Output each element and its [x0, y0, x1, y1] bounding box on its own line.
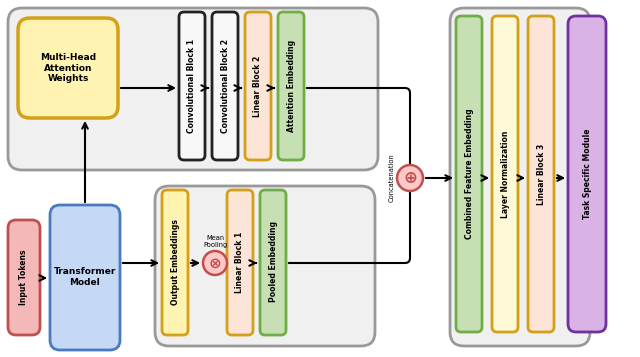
Text: Concatenation: Concatenation [389, 154, 395, 202]
FancyBboxPatch shape [450, 8, 590, 346]
Text: Layer Normalization: Layer Normalization [500, 130, 509, 218]
Circle shape [397, 165, 423, 191]
FancyBboxPatch shape [568, 16, 606, 332]
Text: Combined Feature Embedding: Combined Feature Embedding [465, 109, 474, 239]
FancyBboxPatch shape [18, 18, 118, 118]
FancyBboxPatch shape [155, 186, 375, 346]
Text: Convolutional Block 1: Convolutional Block 1 [188, 39, 196, 133]
FancyBboxPatch shape [245, 12, 271, 160]
Text: Transformer
Model: Transformer Model [54, 267, 116, 287]
Text: Attention Embedding: Attention Embedding [287, 40, 296, 132]
FancyBboxPatch shape [227, 190, 253, 335]
Text: Mean
Pooling: Mean Pooling [203, 235, 227, 247]
FancyBboxPatch shape [162, 190, 188, 335]
Text: Task Specific Module: Task Specific Module [582, 129, 591, 219]
FancyBboxPatch shape [528, 16, 554, 332]
Text: Linear Block 1: Linear Block 1 [236, 231, 244, 293]
FancyBboxPatch shape [456, 16, 482, 332]
Text: Linear Block 2: Linear Block 2 [253, 55, 262, 117]
FancyBboxPatch shape [492, 16, 518, 332]
Text: Convolutional Block 2: Convolutional Block 2 [221, 39, 230, 133]
Text: Linear Block 3: Linear Block 3 [536, 144, 545, 205]
Text: Output Embeddings: Output Embeddings [170, 219, 179, 305]
Text: ⊗: ⊗ [209, 256, 221, 271]
Text: Input Tokens: Input Tokens [19, 249, 29, 305]
Circle shape [203, 251, 227, 275]
FancyBboxPatch shape [179, 12, 205, 160]
FancyBboxPatch shape [8, 8, 378, 170]
Text: Pooled Embedding: Pooled Embedding [269, 221, 278, 302]
FancyBboxPatch shape [212, 12, 238, 160]
Text: Multi-Head
Attention
Weights: Multi-Head Attention Weights [40, 53, 96, 83]
FancyBboxPatch shape [8, 220, 40, 335]
Text: ⊕: ⊕ [403, 169, 417, 187]
FancyBboxPatch shape [50, 205, 120, 350]
FancyBboxPatch shape [278, 12, 304, 160]
FancyBboxPatch shape [260, 190, 286, 335]
